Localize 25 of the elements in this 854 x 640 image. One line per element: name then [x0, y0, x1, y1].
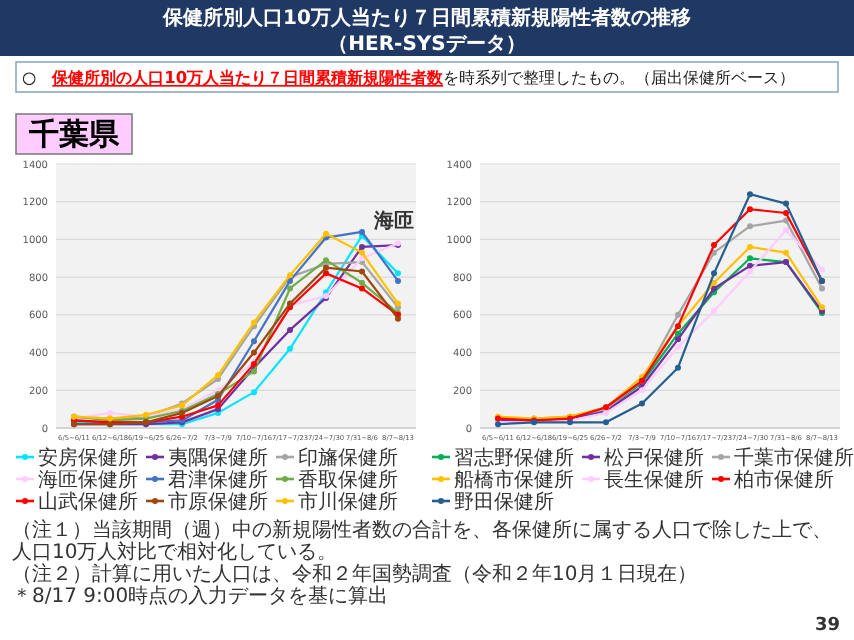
legend-label: 安房保健所	[38, 446, 138, 470]
legend-label: 夷隅保健所	[168, 446, 268, 470]
text: （注１）当該期間（週）中の新規陽性者数の合計を、各保健所に属する人口で除した上で、人口10万人対比で相対化している。	[12, 518, 832, 564]
text: 39	[814, 616, 840, 636]
legend-label: 船橋市保健所	[454, 468, 574, 492]
legend-label: 習志野保健所	[454, 446, 574, 470]
chart-subtitle: （HER-SYSデータ）	[328, 34, 526, 56]
legend-label: 長生保健所	[604, 468, 704, 492]
legend-label: 山武保健所	[38, 490, 138, 514]
legend-label: 市川保健所	[298, 490, 398, 514]
text: （注２）計算に用いた人口は、令和２年国勢調査（令和２年10月１日現在）	[12, 562, 698, 586]
legend-label: 海匝保健所	[38, 468, 138, 492]
text: ＊8/17 9:00時点の入力データを基に算出	[12, 584, 389, 608]
legend-label: 香取保健所	[298, 468, 398, 492]
legend-label: 松戸保健所	[604, 446, 704, 470]
legend-label: 千葉市保健所	[734, 446, 854, 470]
text: ○ 保健所別の人口10万人当たり７日間累積新規陽性者数を時系列で整理したもの。（届出保健所ベース）	[22, 67, 796, 87]
annotation: 海匝	[372, 209, 414, 234]
legend-label: 柏市保健所	[732, 468, 834, 492]
legend-label: 君津保健所	[168, 468, 268, 492]
chart-title: 保健所別人口10万人当たり７日間累積新規陽性者数の推移	[161, 6, 691, 30]
legend-label: 市原保健所	[168, 490, 268, 514]
legend-label: 印旛保健所	[298, 446, 398, 470]
text: 千葉県	[27, 116, 121, 152]
legend-label: 野田保健所	[454, 490, 554, 514]
